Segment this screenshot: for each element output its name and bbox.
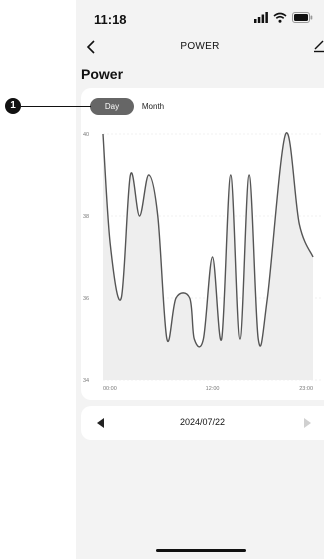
tab-day[interactable]: Day <box>90 98 134 115</box>
y-tick-label: 36 <box>83 296 89 302</box>
y-tick-label: 34 <box>83 378 89 384</box>
date-label: 2024/07/22 <box>179 417 226 427</box>
chart-line <box>102 132 314 348</box>
status-time: 11:18 <box>94 12 127 27</box>
nav-bar: POWER <box>76 36 324 62</box>
wifi-icon <box>273 12 287 23</box>
status-icons <box>254 12 314 26</box>
x-tick-label: 12:00 <box>206 386 220 392</box>
signal-icon <box>254 12 268 23</box>
back-arrow-icon[interactable] <box>84 38 98 56</box>
chart-card: Day Month 34 36 38 40 00:00 12:00 23:00 <box>81 88 324 400</box>
power-chart: 34 36 38 40 00:00 12:00 23:00 <box>83 132 321 392</box>
callout-number: 1 <box>5 98 21 114</box>
page-title: Power <box>81 66 124 82</box>
edit-icon[interactable] <box>312 39 324 53</box>
next-day-icon[interactable] <box>303 418 311 428</box>
callout-line <box>21 106 91 107</box>
prev-day-icon[interactable] <box>97 418 105 428</box>
chart-area-fill <box>103 132 313 380</box>
y-tick-label: 38 <box>83 214 89 220</box>
date-picker: 2024/07/22 <box>81 406 324 440</box>
phone-screen: 11:18 POWER <box>76 0 324 559</box>
status-bar: 11:18 <box>76 0 324 36</box>
y-tick-label: 40 <box>83 132 89 138</box>
callout-annotation: 1 <box>0 98 92 116</box>
battery-icon <box>292 12 313 23</box>
home-indicator <box>156 549 246 552</box>
x-tick-label: 23:00 <box>299 386 313 392</box>
x-tick-label: 00:00 <box>103 386 117 392</box>
nav-title: POWER <box>180 41 220 52</box>
tab-month[interactable]: Month <box>141 102 165 111</box>
